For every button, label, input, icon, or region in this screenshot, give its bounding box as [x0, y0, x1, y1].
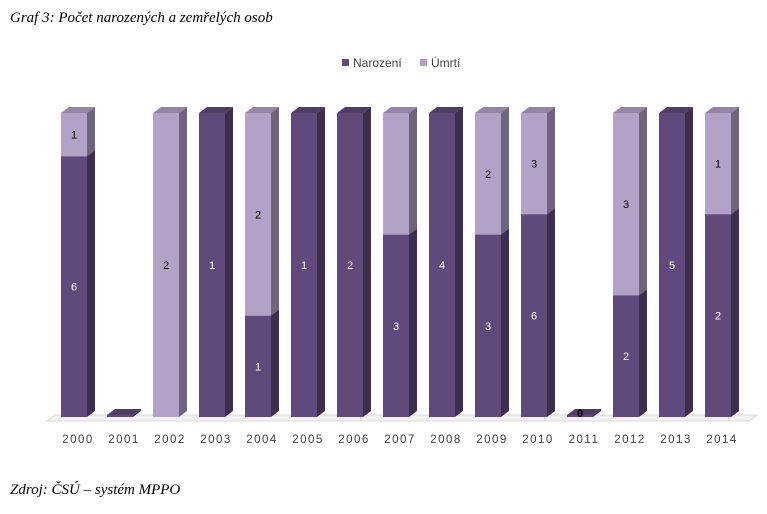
legend-label: Narození — [353, 56, 402, 70]
bar-2003-narozeni — [199, 107, 233, 417]
legend-swatch — [342, 59, 349, 66]
x-tick-2009: 2009 — [476, 434, 508, 446]
data-label-2002-umrti: 2 — [163, 260, 169, 272]
bar-2007-umrti — [383, 107, 417, 235]
data-label-2013-narozeni: 5 — [669, 260, 675, 272]
x-tick-2001: 2001 — [108, 434, 140, 446]
legend: Narození Úmrtí — [342, 55, 461, 70]
x-tick-2012: 2012 — [614, 434, 646, 446]
legend-item-umrti: Úmrtí — [420, 55, 461, 70]
data-label-2000-narozeni: 6 — [71, 282, 77, 294]
data-label-2009-umrti: 2 — [485, 169, 491, 181]
bar-2009-narozeni — [475, 228, 509, 417]
bar-2014-narozeni — [705, 208, 739, 417]
bar-2000-umrti — [61, 107, 95, 157]
chart-source: Zdroj: ČSÚ – systém MPPO — [10, 482, 181, 498]
bar-2007-narozeni — [383, 228, 417, 417]
x-tick-2004: 2004 — [246, 434, 278, 446]
bar-2010-narozeni — [521, 208, 555, 417]
bar-2008-narozeni — [429, 107, 463, 417]
data-label-2009-narozeni: 3 — [485, 321, 491, 333]
x-tick-2013: 2013 — [660, 434, 692, 446]
x-tick-2006: 2006 — [338, 434, 370, 446]
data-label-2014-umrti: 1 — [715, 159, 721, 171]
legend-label: Úmrtí — [431, 55, 461, 70]
bar-2012-umrti — [613, 107, 647, 296]
bar-2013-narozeni — [659, 107, 693, 417]
x-tick-2005: 2005 — [292, 434, 324, 446]
legend-swatch — [420, 59, 427, 66]
x-tick-2010: 2010 — [522, 434, 554, 446]
data-label-2010-narozeni: 6 — [531, 311, 537, 323]
data-label-2007-narozeni: 3 — [393, 321, 399, 333]
x-tick-2007: 2007 — [384, 434, 416, 446]
data-label-2010-umrti: 3 — [531, 159, 537, 171]
x-tick-2014: 2014 — [706, 434, 738, 446]
bar-2014-umrti — [705, 107, 739, 215]
bar-2002-umrti — [153, 107, 187, 417]
data-label-2011-narozeni: 0 — [577, 408, 583, 420]
bar-2001-zero — [107, 409, 141, 417]
data-label-2005-narozeni: 1 — [301, 260, 307, 272]
data-label-2004-umrti: 2 — [255, 209, 261, 221]
chart-caption: Graf 3: Počet narozených a zemřelých oso… — [10, 10, 273, 26]
data-label-2006-narozeni: 2 — [347, 260, 353, 272]
bar-2010-umrti — [521, 107, 555, 215]
x-tick-2011: 2011 — [569, 434, 600, 446]
bar-2009-umrti — [475, 107, 509, 235]
data-label-2000-umrti: 1 — [71, 130, 77, 142]
data-label-2003-narozeni: 1 — [209, 260, 215, 272]
data-label-2014-narozeni: 2 — [715, 311, 721, 323]
bar-2011-zero — [567, 409, 601, 417]
bars-layer: 6 1 2 1 1 2 1 2 3 4 3 2 6 3 0 2 3 5 2 1 — [61, 107, 739, 420]
data-label-2008-narozeni: 4 — [439, 260, 445, 272]
bar-2004-umrti — [245, 107, 279, 316]
x-tick-2008: 2008 — [430, 434, 462, 446]
x-tick-2000: 2000 — [62, 434, 94, 446]
bar-2005-narozeni — [291, 107, 325, 417]
bar-2012-narozeni — [613, 289, 647, 417]
data-label-2012-umrti: 3 — [623, 199, 629, 211]
x-tick-2003: 2003 — [200, 434, 232, 446]
x-tick-2002: 2002 — [154, 434, 186, 446]
x-axis-ticks: 2000 2001 2002 2003 2004 2005 2006 2007 2008 2009… — [62, 434, 738, 446]
legend-item-narozeni: Narození — [342, 56, 402, 70]
bar-2006-narozeni — [337, 107, 371, 417]
bar-2004-narozeni — [245, 309, 279, 417]
bar-2000-narozeni — [61, 150, 95, 417]
data-label-2012-narozeni: 2 — [623, 351, 629, 363]
data-label-2004-narozeni: 1 — [255, 361, 261, 373]
